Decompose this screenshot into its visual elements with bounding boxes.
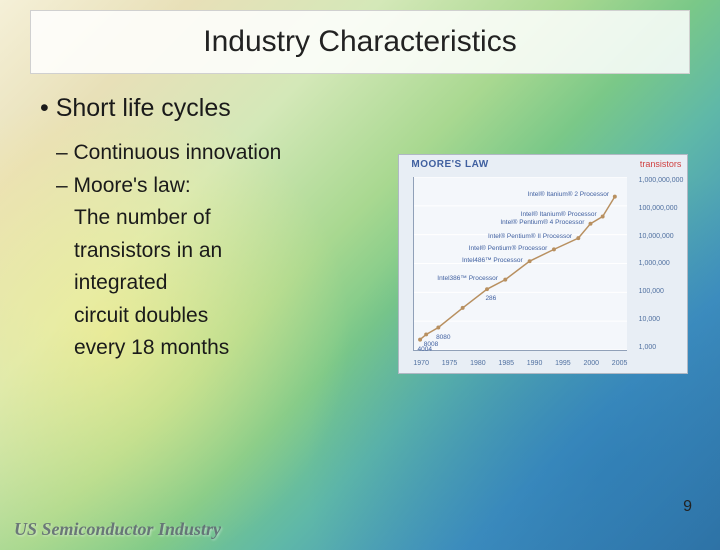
chart-plot-area (413, 177, 627, 351)
text-column: Short life cycles Continuous innovation … (40, 94, 398, 374)
continuation-line-1: transistors in an (74, 235, 398, 268)
chart-annotation: Intel® Pentium® Processor (469, 245, 548, 252)
sub-bullet-0: Continuous innovation (74, 137, 398, 170)
chart-annotation: Intel486™ Processor (462, 257, 523, 264)
chart-title: MOORE'S LAW (411, 159, 488, 170)
chart-annotation: 8008 (424, 341, 438, 348)
chart-annotation: Intel® Pentium® II Processor (488, 233, 572, 240)
moores-law-chart: MOORE'S LAW transistors 1970197519801985… (398, 154, 688, 374)
sub-bullet-1: Moore's law: (74, 170, 398, 203)
chart-annotation: Intel® Itanium® 2 Processor (528, 191, 609, 198)
chart-y-axis-label: transistors (640, 159, 682, 169)
continuation-line-4: every 18 months (74, 332, 398, 365)
main-bullet: Short life cycles (40, 94, 398, 123)
continuation-line-0: The number of (74, 202, 398, 235)
chart-annotation: 286 (485, 295, 496, 302)
continuation-line-2: integrated (74, 267, 398, 300)
chart-annotation: 8080 (436, 334, 450, 341)
continuation-line-3: circuit doubles (74, 300, 398, 333)
chart-annotation: Intel386™ Processor (437, 275, 498, 282)
page-number: 9 (683, 498, 692, 516)
slide-title: Industry Characteristics (30, 10, 690, 74)
chart-annotation: Intel® Pentium® 4 Processor (500, 219, 584, 226)
chart-annotation: Intel® Itanium® Processor (521, 211, 597, 218)
chart-y-ticks: 1,000,000,000100,000,00010,000,0001,000,… (639, 177, 684, 351)
footer-logo: US Semiconductor Industry (14, 519, 221, 540)
chart-x-ticks: 19701975198019851990199520002005 (413, 360, 627, 367)
